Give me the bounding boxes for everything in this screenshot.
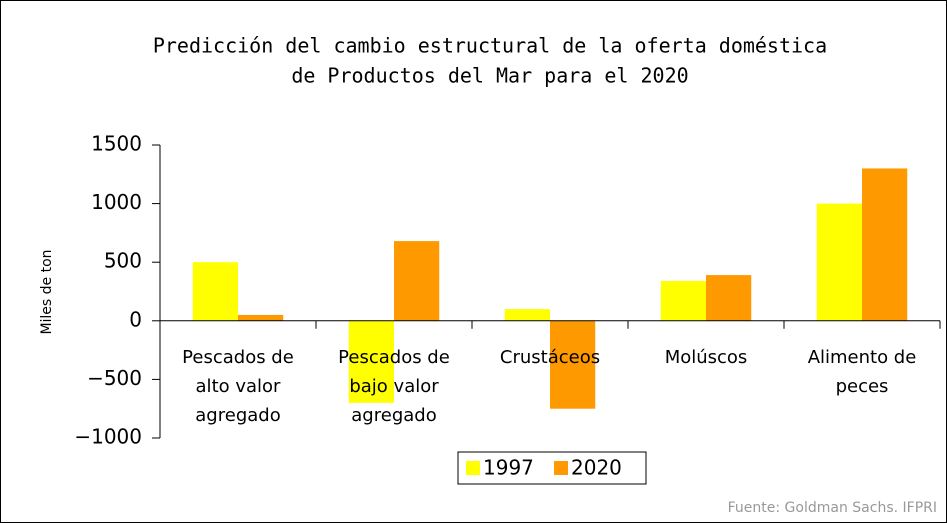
x-tick-label: Pescados de bajo valor agregado xyxy=(338,347,450,426)
legend-box xyxy=(457,451,647,485)
x-tick-label: Pescados de alto valor agregado xyxy=(182,347,294,426)
bar xyxy=(706,275,752,321)
chart-title: de Productos del Mar para el 2020 xyxy=(291,64,688,88)
legend-swatch xyxy=(466,461,480,475)
bar xyxy=(862,168,908,321)
x-tick-label: Molúscos xyxy=(665,347,748,368)
bar xyxy=(504,309,550,321)
bar xyxy=(550,320,596,409)
y-tick-label: −1000 xyxy=(74,425,142,449)
bar xyxy=(348,320,394,403)
legend-label: 1997 xyxy=(483,456,534,480)
y-tick-label: 500 xyxy=(104,249,142,273)
bar xyxy=(192,262,238,321)
legend-swatch xyxy=(554,461,568,475)
x-tick-label: Crustáceos xyxy=(500,347,600,368)
chart-title: Predicción del cambio estructural de la … xyxy=(153,34,827,58)
bar xyxy=(660,280,706,321)
source-note: Fuente: Goldman Sachs. IFPRI xyxy=(728,500,937,516)
y-tick-label: 1000 xyxy=(91,190,142,214)
y-tick-label: −500 xyxy=(87,366,142,390)
legend-label: 2020 xyxy=(571,456,622,480)
y-axis-label: Miles de ton xyxy=(39,249,55,334)
y-tick-label: 0 xyxy=(129,307,142,331)
bar xyxy=(394,241,440,321)
bar xyxy=(238,314,284,321)
y-tick-label: 1500 xyxy=(91,132,142,156)
bar xyxy=(816,203,862,321)
x-tick-label: Alimento de peces xyxy=(808,347,917,397)
